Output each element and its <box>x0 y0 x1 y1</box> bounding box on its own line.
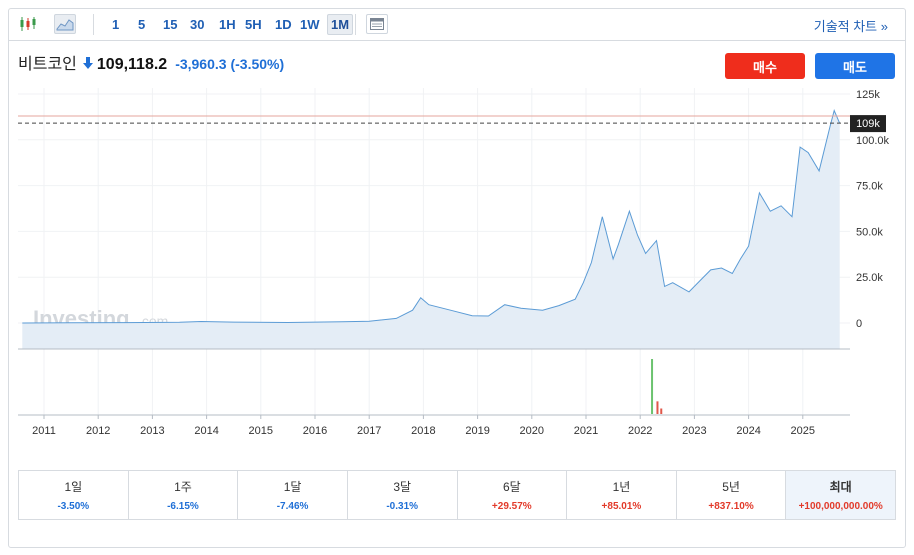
y-tick-label: 75.0k <box>856 181 883 193</box>
performance-change-value: +29.57% <box>491 501 532 512</box>
y-tick-label: 50.0k <box>856 226 883 238</box>
timeframe-15-button[interactable]: 15 <box>163 17 178 32</box>
price-change: -3,960.3 (-3.50%) <box>175 56 285 72</box>
calendar-icon[interactable] <box>366 14 388 34</box>
timeframe-1d-button[interactable]: 1D <box>275 17 292 32</box>
y-tick-label: 25.0k <box>856 272 883 284</box>
timeframe-5-button[interactable]: 5 <box>138 17 146 32</box>
performance-period-label: 6달 <box>502 480 521 494</box>
timeframe-1-button[interactable]: 1 <box>112 17 120 32</box>
performance-period-label: 1달 <box>283 480 302 494</box>
chart-toolbar: 1 5 15 30 1H 5H 1D 1W 1M 기술적 차트 » <box>8 8 906 41</box>
price-area <box>22 110 840 349</box>
area-chart-icon[interactable] <box>54 14 76 34</box>
performance-period-label: 5년 <box>722 480 740 494</box>
down-arrow-icon <box>82 56 93 69</box>
x-axis: 2011 2012 2013 2014 2015 2016 2017 2018 2019 2020… <box>32 415 815 437</box>
performance-change-value: -7.46% <box>276 501 309 512</box>
timeframe-1h-button[interactable]: 1H <box>219 17 236 32</box>
performance-cell[interactable]: 1일 -3.50% <box>19 471 129 519</box>
performance-change-value: -6.15% <box>167 501 199 512</box>
x-tick-label: 2023 <box>682 425 706 437</box>
performance-period-label: 1년 <box>612 480 631 494</box>
y-axis: 125k 100.0k 75.0k 50.0k 25.0k 0 <box>856 89 890 330</box>
current-price-label-text: 109k <box>856 118 880 130</box>
x-tick-label: 2024 <box>736 425 760 437</box>
x-tick-label: 2025 <box>791 425 815 437</box>
volume-bar <box>660 408 663 414</box>
x-tick-label: 2014 <box>194 425 218 437</box>
price-chart[interactable]: Investing .com 125k100.0k75.0k50.0k25.0k… <box>0 0 914 460</box>
performance-cell[interactable]: 5년 +837.10% <box>677 471 787 519</box>
timeframe-1m-button[interactable]: 1M <box>327 14 354 35</box>
chart-grid <box>18 88 850 415</box>
instrument-name: 비트코인 <box>18 56 77 73</box>
technical-chart-link[interactable]: 기술적 차트 » <box>813 19 888 34</box>
performance-change-value: +85.01% <box>601 501 642 512</box>
y-tick-label: 125k <box>856 89 880 101</box>
sell-button[interactable]: 매도 <box>815 53 895 79</box>
x-tick-label: 2018 <box>411 425 435 437</box>
timeframe-1w-button[interactable]: 1W <box>300 17 320 32</box>
toolbar-divider <box>93 14 94 35</box>
toolbar-divider <box>355 14 356 35</box>
performance-change-value: -0.31% <box>386 501 419 512</box>
x-tick-label: 2021 <box>574 425 598 437</box>
x-tick-label: 2011 <box>32 425 56 437</box>
price-line <box>22 108 841 324</box>
performance-change-value: -3.50% <box>57 501 90 512</box>
volume-bar <box>651 359 654 414</box>
instrument-header: 비트코인 109,118.2 -3,960.3 (-3.50%) <box>18 50 284 74</box>
x-tick-label: 2019 <box>465 425 489 437</box>
performance-change-value: +837.10% <box>708 501 754 512</box>
y-tick-label: 0 <box>856 318 862 330</box>
candlestick-icon[interactable] <box>17 14 39 34</box>
performance-cell[interactable]: 6달 +29.57% <box>458 471 568 519</box>
timeframe-5h-button[interactable]: 5H <box>245 17 262 32</box>
last-price: 109,118.2 <box>96 56 168 73</box>
x-tick-label: 2013 <box>140 425 164 437</box>
x-tick-label: 2012 <box>86 425 110 437</box>
y-tick-label: 100.0k <box>856 135 890 147</box>
performance-cell[interactable]: 3달 -0.31% <box>348 471 458 519</box>
x-tick-label: 2022 <box>628 425 652 437</box>
timeframe-30-button[interactable]: 30 <box>190 17 205 32</box>
x-tick-label: 2017 <box>357 425 381 437</box>
performance-change-value: +100,000,000.00% <box>798 501 883 512</box>
performance-cell[interactable]: 1달 -7.46% <box>238 471 348 519</box>
performance-cell[interactable]: 1년 +85.01% <box>567 471 677 519</box>
performance-period-label: 3달 <box>393 480 412 494</box>
x-tick-label: 2015 <box>249 425 273 437</box>
x-tick-label: 2016 <box>303 425 327 437</box>
volume-bar <box>656 401 659 414</box>
performance-period-label: 1일 <box>64 480 83 494</box>
x-tick-label: 2020 <box>520 425 544 437</box>
performance-table: 1일 -3.50% 1주 -6.15% 1달 -7.46% 3달 -0.31% 6달 +29.57… <box>18 470 896 520</box>
current-price-label: 109k <box>850 115 886 133</box>
performance-period-label: 최대 <box>829 480 852 494</box>
performance-cell[interactable]: 최대 +100,000,000.00% <box>786 471 895 519</box>
buy-button[interactable]: 매수 <box>725 53 805 79</box>
performance-period-label: 1주 <box>174 480 192 494</box>
performance-cell[interactable]: 1주 -6.15% <box>129 471 239 519</box>
volume-bars <box>651 359 663 414</box>
